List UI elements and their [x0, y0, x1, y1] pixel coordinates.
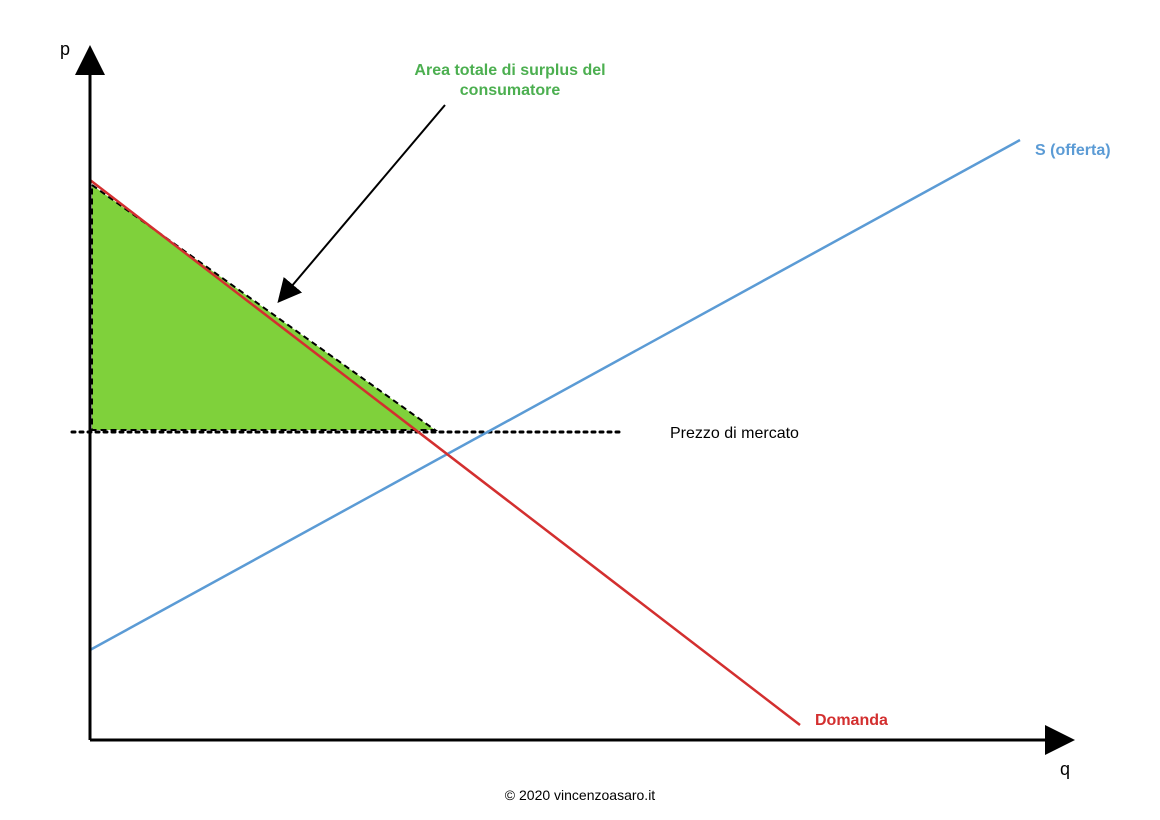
annotation-arrow [280, 105, 445, 300]
surplus-annotation-line1: Area totale di surplus del [414, 62, 605, 79]
copyright-footer: © 2020 vincenzoasaro.it [505, 787, 656, 803]
market-price-label: Prezzo di mercato [670, 425, 799, 442]
economics-chart: p q Area totale di surplus del consumato… [0, 0, 1160, 820]
demand-label: Domanda [815, 712, 888, 729]
surplus-annotation-line2: consumatore [460, 82, 561, 99]
x-axis-label: q [1060, 759, 1070, 779]
y-axis-label: p [60, 39, 70, 59]
supply-label: S (offerta) [1035, 142, 1111, 159]
demand-curve [90, 180, 800, 725]
